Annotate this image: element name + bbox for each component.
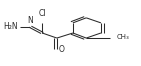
Text: O: O <box>59 45 65 54</box>
Text: N: N <box>27 16 33 25</box>
Text: CH₃: CH₃ <box>117 34 130 40</box>
Text: Cl: Cl <box>38 9 46 18</box>
Text: H₂N: H₂N <box>4 22 18 31</box>
